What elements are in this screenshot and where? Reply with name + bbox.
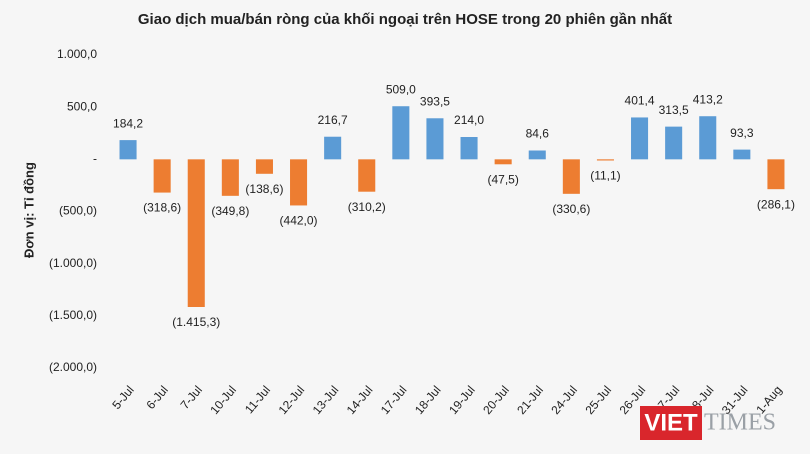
data-label: (1.415,3)	[172, 315, 220, 329]
data-label: 216,7	[318, 113, 348, 127]
y-tick-label: (2.000,0)	[49, 360, 97, 374]
bar	[358, 159, 376, 192]
y-tick-label: (1.000,0)	[49, 256, 97, 270]
logo-text: TIMES	[704, 410, 776, 436]
data-label: 413,2	[693, 92, 723, 106]
bar	[426, 118, 444, 160]
bar	[733, 149, 751, 160]
data-label: 393,5	[420, 94, 450, 108]
logo-text: VIET	[644, 409, 698, 436]
data-label: 313,5	[659, 103, 689, 117]
bar	[290, 159, 308, 206]
data-label: (286,1)	[757, 197, 795, 211]
data-label: (349,8)	[211, 204, 249, 218]
bar	[494, 159, 512, 165]
data-label: 401,4	[625, 94, 655, 108]
logo-box	[640, 406, 702, 440]
y-tick-label: (1.500,0)	[49, 308, 97, 322]
y-tick-label: (500,0)	[59, 204, 97, 218]
data-label: (11,1)	[590, 169, 620, 183]
bar	[153, 159, 171, 193]
data-label: (138,6)	[245, 182, 283, 196]
data-label: (318,6)	[143, 201, 181, 215]
bar	[596, 159, 614, 161]
data-label: 509,0	[386, 82, 416, 96]
bar	[187, 159, 205, 307]
data-label: (310,2)	[348, 200, 386, 214]
bar	[767, 159, 785, 190]
data-label: (442,0)	[280, 214, 318, 228]
data-label: 84,6	[526, 127, 550, 141]
y-tick-label: -	[93, 152, 97, 166]
chart-title: Giao dịch mua/bán ròng của khối ngoại tr…	[138, 11, 672, 28]
data-label: (47,5)	[487, 172, 518, 186]
bar	[221, 159, 239, 196]
data-label: 214,0	[454, 113, 484, 127]
y-tick-label: 1.000,0	[57, 47, 97, 61]
data-label: 184,2	[113, 116, 143, 130]
bar	[119, 140, 137, 160]
y-axis-title: Đơn vị: Tỉ đồng	[21, 162, 36, 258]
y-tick-label: 500,0	[67, 99, 97, 113]
bar	[324, 136, 342, 160]
bar	[255, 159, 273, 174]
bar	[460, 137, 478, 160]
data-label: (330,6)	[552, 202, 590, 216]
data-label: 93,3	[730, 126, 754, 140]
bar	[699, 116, 717, 160]
bar	[528, 150, 546, 160]
bar	[631, 117, 649, 160]
bar	[562, 159, 580, 194]
bar	[665, 126, 683, 160]
bar	[392, 106, 410, 160]
